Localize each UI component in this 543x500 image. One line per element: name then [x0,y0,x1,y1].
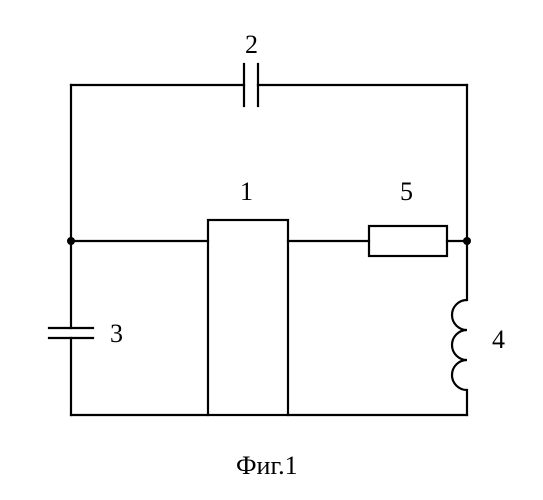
svg-text:1: 1 [240,177,253,206]
svg-text:4: 4 [492,325,505,354]
svg-text:3: 3 [110,319,123,348]
svg-text:2: 2 [245,30,258,59]
svg-text:5: 5 [400,177,413,206]
circuit-diagram: 1 2 3 4 5 Фиг.1 [0,0,543,500]
svg-text:Фиг.1: Фиг.1 [236,451,298,480]
